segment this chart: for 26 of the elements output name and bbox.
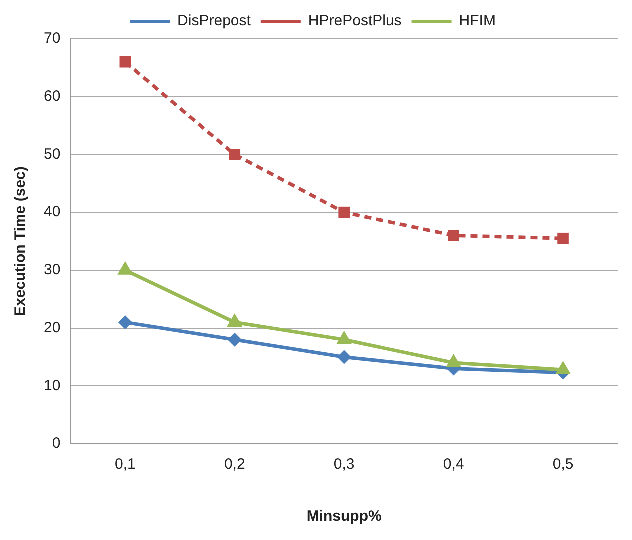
y-tick-label: 70: [44, 30, 61, 48]
point: [448, 230, 460, 242]
legend-label: DisPrepost: [178, 12, 252, 30]
point: [338, 206, 350, 218]
x-tick-label: 0,1: [114, 456, 136, 474]
point: [228, 332, 242, 347]
y-tick-label: 40: [44, 204, 61, 221]
point: [229, 149, 241, 160]
y-tick-label: 0: [52, 435, 61, 452]
point: [337, 350, 352, 364]
x-tick-label: 0,2: [224, 456, 246, 474]
y-axis-title: Execution Time (sec): [12, 166, 30, 316]
y-tick-label: 10: [44, 377, 61, 394]
y-tick-label: 60: [44, 88, 61, 105]
point: [558, 232, 569, 244]
x-axis-title: Minsupp%: [306, 508, 382, 526]
legend-label: HPrePostPlus: [308, 12, 402, 30]
x-tick-label: 0,5: [552, 456, 574, 474]
x-tick-label: 0,4: [443, 456, 464, 474]
point: [118, 316, 132, 330]
y-tick-label: 30: [44, 262, 61, 279]
x-tick-label: 0,3: [334, 456, 355, 474]
legend-label: HFIM: [459, 12, 496, 30]
y-tick-label: 20: [44, 319, 61, 336]
y-tick-label: 50: [44, 146, 61, 163]
point: [120, 56, 132, 68]
